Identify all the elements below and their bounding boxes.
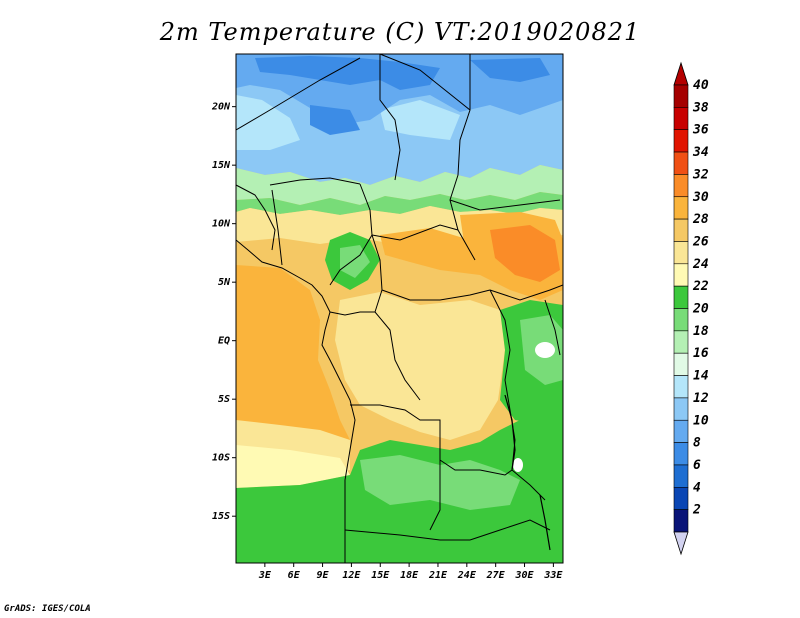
colorbar-level-label: 26 (692, 234, 709, 249)
longitude-axis: 3E 6E 9E 12E 15E 18E 21E 24E 27E 30E 33E (258, 563, 564, 581)
colorbar-level-label: 28 (692, 212, 709, 227)
colorbar-level-label: 30 (692, 190, 709, 205)
colorbar-level-label: 10 (693, 413, 709, 428)
colorbar-level-label: 4 (693, 480, 701, 495)
lon-tick-label: 33E (543, 570, 563, 581)
colorbar-swatch (674, 130, 688, 152)
colorbar-swatch (674, 286, 688, 308)
colorbar-swatch (674, 85, 688, 107)
lon-tick-label: 6E (288, 570, 301, 581)
lat-tick-label: 15N (212, 160, 231, 171)
colorbar-swatch (674, 152, 688, 174)
colorbar-swatch (674, 331, 688, 353)
lon-tick-label: 15E (371, 570, 390, 581)
lon-tick-label: 12E (342, 570, 361, 581)
colorbar-level-label: 20 (692, 302, 709, 317)
colorbar-swatch (674, 443, 688, 465)
lon-tick-label: 18E (400, 570, 419, 581)
colorbar-level-label: 8 (693, 436, 701, 451)
colorbar-swatch (674, 197, 688, 219)
lat-tick-label: 5S (218, 394, 230, 405)
colorbar-level-label: 34 (692, 145, 709, 160)
lon-tick-label: 3E (258, 570, 272, 581)
colorbar-level-label: 22 (692, 279, 709, 294)
colorbar-level-label: 24 (692, 257, 709, 272)
lon-tick-label: 24E (457, 570, 477, 581)
colorbar-swatch (674, 420, 688, 442)
lon-tick-label: 30E (514, 570, 534, 581)
colorbar-legend: 40 38 36 34 32 30 28 26 24 22 20 18 16 14 12 10 8 6 4 2 (674, 63, 709, 554)
lat-tick-label: 10S (212, 453, 230, 464)
colorbar-level-label: 6 (693, 458, 701, 473)
lat-tick-label: 15S (212, 511, 230, 522)
colorbar-level-label: 40 (693, 78, 709, 93)
colorbar-top-arrow (674, 63, 688, 85)
colorbar-level-label: 14 (693, 369, 709, 384)
lon-tick-label: 9E (317, 570, 330, 581)
colorbar-bottom-arrow (674, 532, 688, 554)
colorbar-swatch (674, 353, 688, 375)
colorbar-swatch (674, 107, 688, 129)
colorbar-swatch (674, 376, 688, 398)
lake-bangweulu (513, 458, 523, 472)
colorbar-swatch (674, 398, 688, 420)
colorbar-swatch (674, 510, 688, 532)
temperature-field (236, 54, 563, 563)
lon-tick-label: 27E (486, 570, 506, 581)
lon-tick-label: 21E (428, 570, 448, 581)
colorbar-swatch (674, 309, 688, 331)
lat-tick-label: EQ (218, 336, 230, 347)
colorbar-level-label: 2 (692, 503, 701, 518)
colorbar-swatch (674, 487, 688, 509)
colorbar-level-label: 16 (693, 346, 709, 361)
colorbar-swatch (674, 465, 688, 487)
colorbar-swatch (674, 219, 688, 241)
lat-tick-label: 5N (218, 277, 231, 288)
colorbar-level-label: 36 (692, 123, 709, 138)
lat-tick-label: 10N (212, 219, 231, 230)
colorbar-level-label: 18 (693, 324, 709, 339)
footer-credit: GrADS: IGES/COLA (4, 604, 91, 614)
lat-tick-label: 20N (211, 102, 231, 113)
lake-victoria (535, 342, 555, 358)
latitude-axis: 20N 15N 10N 5N EQ 5S 10S 15S (211, 102, 236, 523)
colorbar-swatch (674, 241, 688, 263)
colorbar-level-label: 12 (693, 391, 709, 406)
colorbar-level-label: 32 (692, 167, 709, 182)
colorbar-swatch (674, 264, 688, 286)
colorbar-swatch (674, 174, 688, 196)
colorbar-level-label: 38 (692, 100, 709, 115)
